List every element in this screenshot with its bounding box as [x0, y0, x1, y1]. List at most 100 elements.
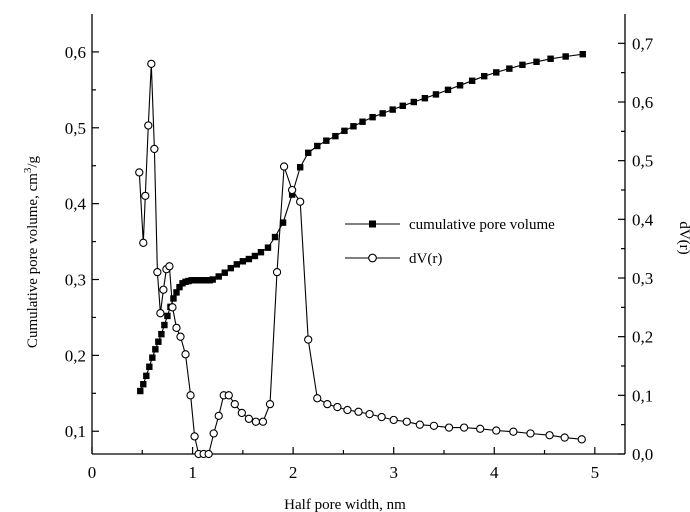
data-point — [215, 273, 222, 280]
data-point — [562, 53, 569, 60]
data-point — [533, 58, 540, 65]
x-axis-title: Half pore width, nm — [284, 497, 406, 512]
data-point — [139, 238, 148, 247]
data-point — [176, 283, 183, 291]
data-point — [173, 289, 180, 296]
y-left-axis-title-main: Cumulative pore volume, cm — [25, 173, 41, 348]
data-point — [161, 321, 168, 329]
x-tick-label: 0 — [88, 463, 97, 482]
y-left-tick-label: 0,4 — [65, 195, 87, 214]
data-point — [415, 420, 424, 429]
data-point — [271, 233, 279, 241]
data-point — [237, 408, 246, 418]
data-point — [369, 113, 376, 121]
data-point — [168, 303, 177, 312]
data-point — [230, 399, 239, 409]
legend-label: cumulative pore volume — [409, 217, 555, 233]
x-tick-label: 5 — [591, 463, 600, 482]
data-point — [481, 73, 488, 80]
data-point — [323, 137, 330, 144]
y-left-tick-label: 0,5 — [65, 119, 86, 138]
data-point — [150, 144, 159, 154]
data-point — [456, 82, 464, 89]
legend-entry-cumulative-pore-volume: cumulative pore volume — [345, 217, 555, 233]
data-point — [509, 427, 518, 436]
data-point — [239, 258, 247, 265]
data-point — [459, 423, 469, 432]
data-point — [389, 106, 396, 113]
data-point — [156, 309, 165, 318]
data-point — [506, 65, 513, 72]
data-point — [432, 91, 440, 98]
y-right-tick-label: 0,2 — [632, 328, 653, 347]
data-point — [389, 415, 398, 425]
legend-marker — [369, 220, 376, 228]
data-point — [227, 264, 234, 272]
series — [135, 51, 586, 459]
data-point — [296, 197, 305, 206]
data-point — [279, 219, 287, 226]
data-point — [379, 110, 386, 117]
data-point — [332, 132, 339, 140]
data-point — [190, 432, 199, 441]
y-left-tick-label: 0,6 — [65, 43, 86, 62]
data-point — [421, 95, 429, 102]
data-point — [209, 276, 216, 283]
data-point — [288, 191, 296, 198]
data-point — [365, 409, 374, 419]
data-point — [165, 262, 174, 271]
x-tick-label: 2 — [289, 463, 298, 482]
data-point — [221, 269, 228, 276]
x-tick-label: 4 — [490, 463, 499, 482]
data-point — [186, 391, 195, 400]
axes — [91, 14, 626, 455]
data-point — [149, 354, 156, 361]
data-point — [279, 162, 289, 171]
data-point — [158, 330, 165, 338]
data-point — [296, 164, 304, 171]
x-tick-label: 3 — [389, 463, 398, 482]
data-point — [251, 252, 259, 260]
x-tick-label: 1 — [188, 463, 197, 482]
legend: cumulative pore volume dV(r) — [345, 217, 555, 267]
data-point — [204, 449, 213, 459]
data-point — [314, 142, 321, 150]
y-right-tick-label: 0,1 — [632, 386, 653, 405]
data-point — [476, 424, 485, 433]
data-point — [144, 121, 153, 130]
data-point — [323, 399, 332, 409]
data-point — [155, 338, 162, 345]
data-point — [468, 77, 476, 84]
data-point — [305, 149, 312, 157]
data-point — [350, 123, 357, 130]
y-right-tick-label: 0,7 — [632, 34, 654, 53]
data-point — [313, 394, 322, 403]
series-dv-r — [135, 59, 586, 459]
data-point — [444, 86, 452, 94]
data-point — [560, 433, 569, 442]
y-left-tick-label: 0,3 — [65, 271, 86, 290]
data-point — [377, 412, 386, 422]
y-left-tick-label: 0,2 — [65, 346, 86, 365]
y-right-axis-title: dV(r) — [676, 221, 690, 254]
data-point — [265, 399, 275, 409]
data-point — [159, 285, 168, 294]
data-point — [172, 323, 181, 333]
data-point — [547, 55, 554, 62]
y-left-tick-label: 0,1 — [65, 422, 86, 441]
y-left-axis-title-sup: 3 — [22, 167, 34, 173]
data-point — [333, 402, 342, 412]
data-point — [244, 414, 254, 423]
legend-marker — [368, 253, 377, 263]
data-point — [493, 69, 500, 76]
data-point — [519, 61, 526, 69]
data-point — [287, 185, 297, 195]
data-point — [545, 431, 554, 440]
ticks: 0 1 2 3 4 5 0,1 0,2 0,3 0,4 0,5 0,6 0,0 0,1 0,2 0,3 0,4 0… — [65, 34, 654, 482]
data-point — [579, 51, 586, 58]
data-point — [224, 391, 233, 400]
data-point — [140, 381, 147, 388]
data-point — [444, 423, 454, 432]
data-point — [272, 267, 282, 277]
